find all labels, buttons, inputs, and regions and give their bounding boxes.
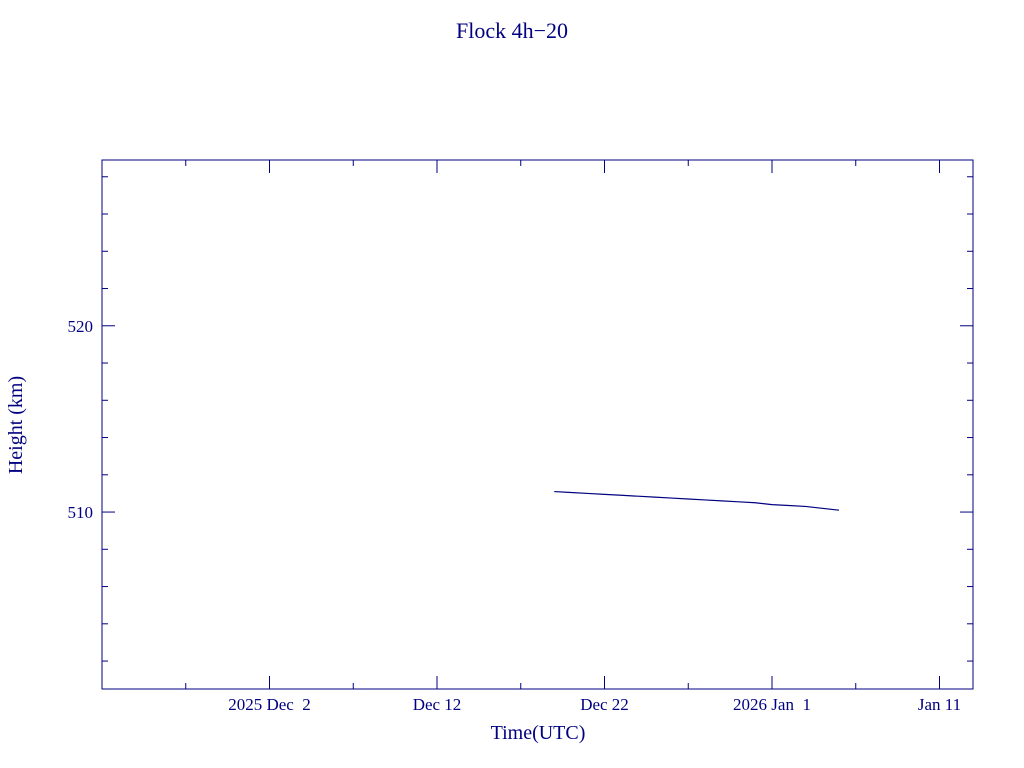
x-tick-label: 2026 Jan 1	[733, 695, 811, 714]
chart-title: Flock 4h−20	[456, 18, 568, 43]
x-tick-label: Dec 22	[580, 695, 629, 714]
x-tick-label: Dec 12	[413, 695, 462, 714]
plot-frame	[101, 159, 974, 690]
x-tick-label: Jan 11	[918, 695, 961, 714]
data-line	[554, 490, 840, 511]
y-tick-label: 510	[68, 503, 94, 522]
x-tick-label: 2025 Dec 2	[228, 695, 311, 714]
y-axis-label: Height (km)	[5, 376, 27, 474]
x-axis-label: Time(UTC)	[491, 722, 586, 744]
y-tick-label: 520	[68, 317, 94, 336]
